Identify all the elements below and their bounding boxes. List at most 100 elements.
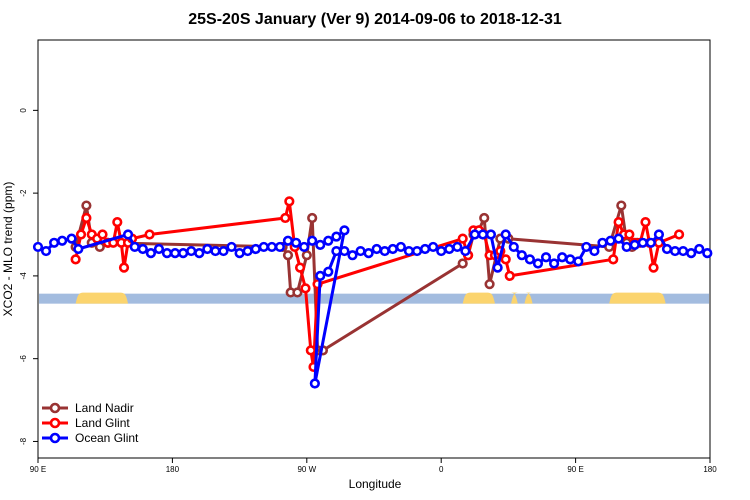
data-point bbox=[532, 258, 544, 269]
data-point bbox=[436, 245, 447, 257]
legend-label: Land Glint bbox=[75, 416, 130, 430]
legend-marker bbox=[49, 402, 61, 414]
x-axis-label: Longitude bbox=[349, 477, 402, 491]
data-point bbox=[621, 241, 632, 253]
legend-marker bbox=[49, 432, 61, 444]
data-point bbox=[477, 229, 488, 240]
land-segment-3 bbox=[524, 292, 533, 304]
data-point bbox=[226, 241, 237, 253]
data-point bbox=[694, 243, 705, 255]
data-point bbox=[145, 248, 156, 259]
x-tick-label-1: 180 bbox=[166, 465, 180, 474]
data-point bbox=[613, 216, 624, 228]
data-point bbox=[469, 229, 480, 240]
data-point bbox=[282, 250, 294, 261]
data-point bbox=[315, 239, 326, 250]
data-point bbox=[294, 262, 306, 273]
data-point bbox=[32, 241, 44, 253]
data-point bbox=[178, 248, 189, 259]
data-point bbox=[202, 243, 213, 255]
x-axis-ticks: 90 E 180 90 W 0 90 E 180 bbox=[30, 458, 717, 474]
data-point bbox=[73, 243, 84, 255]
data-point bbox=[589, 245, 600, 257]
data-point bbox=[210, 245, 221, 257]
series-line-1 bbox=[74, 199, 680, 369]
data-point bbox=[186, 245, 197, 257]
data-point bbox=[161, 248, 173, 259]
data-point bbox=[234, 248, 245, 259]
data-point bbox=[485, 229, 497, 240]
land-segment-4 bbox=[609, 292, 666, 304]
data-point bbox=[452, 241, 463, 253]
data-point bbox=[66, 233, 77, 244]
data-point bbox=[548, 258, 560, 269]
land-segment-2 bbox=[509, 292, 520, 304]
data-point bbox=[581, 241, 592, 253]
data-point bbox=[49, 237, 60, 248]
y-tick-label-2: -4 bbox=[19, 272, 28, 280]
land-ocean-band bbox=[39, 292, 709, 304]
series-line-0 bbox=[74, 204, 639, 352]
data-point bbox=[640, 216, 651, 228]
x-tick-label-0: 90 E bbox=[30, 465, 46, 474]
data-point bbox=[479, 212, 490, 224]
data-point bbox=[419, 243, 431, 255]
series-land-glint bbox=[70, 196, 685, 373]
x-tick-label-3: 0 bbox=[439, 465, 444, 474]
data-point bbox=[637, 237, 648, 248]
data-point bbox=[307, 235, 318, 246]
data-point bbox=[122, 229, 134, 240]
data-point bbox=[57, 235, 68, 246]
data-point bbox=[331, 231, 342, 242]
data-point bbox=[460, 245, 471, 257]
data-point bbox=[653, 229, 665, 240]
legend-marker bbox=[49, 417, 61, 429]
data-point bbox=[242, 245, 253, 257]
data-point bbox=[218, 245, 229, 257]
data-point bbox=[387, 243, 398, 255]
data-point bbox=[508, 241, 519, 253]
data-point bbox=[339, 225, 350, 236]
data-point bbox=[301, 250, 312, 261]
data-point bbox=[648, 262, 659, 273]
y-tick-label-3: -6 bbox=[19, 355, 28, 363]
data-point bbox=[282, 235, 294, 246]
land-segment-0 bbox=[75, 292, 129, 304]
data-point bbox=[516, 250, 527, 261]
series-land-nadir bbox=[70, 200, 643, 356]
data-point bbox=[112, 216, 123, 228]
data-point bbox=[355, 245, 366, 257]
data-point bbox=[97, 229, 108, 240]
data-point bbox=[81, 200, 92, 211]
y-tick-label-0: 0 bbox=[19, 108, 28, 113]
data-point bbox=[347, 250, 358, 261]
data-point bbox=[629, 239, 640, 250]
data-point bbox=[266, 241, 277, 253]
data-point bbox=[331, 245, 342, 257]
data-point bbox=[673, 229, 685, 240]
data-point bbox=[504, 270, 515, 282]
data-point bbox=[457, 233, 468, 244]
series-ocean-glint bbox=[32, 225, 713, 389]
data-point bbox=[153, 243, 165, 255]
data-point bbox=[395, 241, 406, 253]
data-point bbox=[315, 270, 326, 282]
data-point bbox=[524, 254, 536, 265]
data-point bbox=[457, 258, 468, 269]
data-point bbox=[573, 256, 584, 267]
data-point bbox=[605, 235, 616, 246]
data-point bbox=[645, 237, 656, 248]
data-point bbox=[661, 243, 673, 255]
data-point bbox=[194, 248, 205, 259]
data-point bbox=[411, 245, 423, 257]
data-point bbox=[75, 229, 87, 240]
data-point bbox=[292, 287, 303, 298]
data-point bbox=[300, 283, 311, 294]
data-point bbox=[169, 248, 181, 259]
data-point bbox=[613, 233, 624, 244]
data-point bbox=[305, 345, 316, 356]
y-tick-label-1: -2 bbox=[19, 189, 28, 197]
data-point bbox=[492, 262, 503, 273]
data-point bbox=[137, 243, 148, 255]
